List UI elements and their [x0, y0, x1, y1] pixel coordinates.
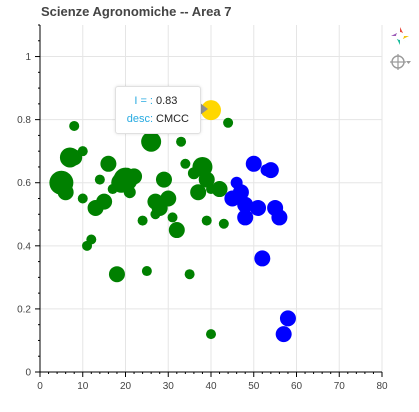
data-point [262, 162, 279, 179]
data-point [96, 193, 113, 210]
data-point [86, 234, 97, 245]
data-point [100, 155, 117, 172]
bokeh-logo-icon[interactable] [388, 24, 412, 48]
data-point [206, 329, 216, 340]
data-point [155, 171, 172, 188]
tooltip-arrow [200, 103, 208, 115]
data-point [66, 149, 83, 166]
y-tick-label: 0 [25, 368, 31, 379]
axes: 0 10 20 30 40 50 60 70 80 0 0.2 0.4 0.6 0.8 1 [17, 24, 388, 392]
data-point [237, 209, 254, 226]
x-tick-label: 80 [376, 381, 388, 392]
data-point [57, 184, 74, 201]
data-point [77, 146, 88, 157]
grid-lines [39, 25, 383, 373]
data-point [94, 174, 105, 185]
data-point [279, 310, 296, 327]
y-tick-label: 0.2 [17, 304, 31, 315]
data-point [218, 218, 229, 229]
tooltip-value-i: 0.83 [156, 95, 178, 107]
data-point [254, 250, 271, 267]
data-point [69, 120, 80, 131]
x-tick-label: 60 [291, 381, 303, 392]
data-point [232, 184, 249, 201]
x-tick-label: 30 [163, 381, 175, 392]
data-point [237, 196, 254, 213]
chart-title: Scienze Agronomiche -- Area 7 [41, 4, 232, 19]
x-tick-label: 0 [37, 381, 43, 392]
y-tick-label: 0.6 [17, 178, 31, 189]
data-point [250, 199, 267, 216]
y-tick-label: 1 [25, 52, 31, 63]
data-point [223, 117, 234, 128]
y-tick-label: 0.8 [17, 115, 31, 126]
data-point [271, 209, 288, 226]
tooltip-value-desc: CMCC [156, 113, 189, 125]
data-point [184, 269, 195, 280]
x-tick-label: 10 [77, 381, 89, 392]
x-tick-label: 50 [248, 381, 260, 392]
x-tick-label: 70 [334, 381, 346, 392]
data-point [211, 181, 228, 198]
data-point [108, 266, 125, 283]
y-tick-label: 0.4 [17, 241, 31, 252]
x-tick-label: 20 [120, 381, 132, 392]
data-points [49, 100, 296, 343]
x-tick-label: 40 [205, 381, 217, 392]
data-point [123, 186, 136, 199]
data-point [180, 158, 191, 169]
data-point [201, 215, 212, 226]
data-point [77, 193, 88, 204]
data-point [141, 131, 162, 152]
data-point [168, 222, 185, 239]
data-point [275, 326, 292, 343]
data-point [160, 190, 177, 207]
data-point [141, 266, 152, 277]
data-point [137, 215, 148, 226]
data-point [245, 155, 262, 172]
crosshair-hover-icon[interactable] [388, 50, 412, 74]
tooltip-key-desc: desc: [126, 113, 153, 125]
tooltip-key-i: I = : [134, 95, 153, 107]
data-point [126, 168, 143, 185]
data-point [198, 171, 215, 188]
data-point [167, 212, 178, 223]
data-point [176, 136, 187, 147]
data-point [190, 184, 207, 201]
hover-tooltip: I = : 0.83 desc: CMCC [115, 86, 201, 134]
